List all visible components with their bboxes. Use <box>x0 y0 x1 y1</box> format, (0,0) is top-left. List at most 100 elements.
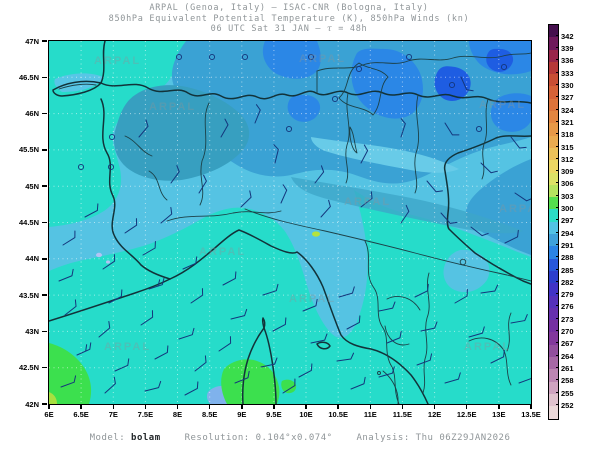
colorbar-tick-label: 270 <box>556 327 574 336</box>
wind-barb <box>454 288 468 304</box>
wind-barb <box>182 256 198 270</box>
lon-tick-label: 7E <box>108 409 118 419</box>
lon-tick-mark <box>241 404 243 409</box>
colorbar-tick-label: 255 <box>556 389 574 398</box>
lat-tick-mark <box>42 76 47 78</box>
wind-barb <box>272 317 287 332</box>
colorbar-segment <box>549 295 558 308</box>
wind-barb <box>400 204 410 224</box>
colorbar-tick-label: 330 <box>556 81 574 90</box>
colorbar-tick-label: 297 <box>556 216 574 225</box>
wind-barb <box>114 358 130 372</box>
colorbar-tick-label: 261 <box>556 364 574 373</box>
wind-barb <box>254 104 261 124</box>
calm-wind-circle <box>405 53 413 61</box>
footer-info: Model: bolam Resolution: 0.104°x0.074° A… <box>0 433 600 443</box>
model-name: bolam <box>131 433 161 443</box>
colorbar-tick-label: 321 <box>556 118 574 127</box>
colorbar-tick-label: 315 <box>556 143 574 152</box>
colorbar-tick-label: 318 <box>556 130 574 139</box>
wind-barb <box>98 321 111 338</box>
lon-tick-mark <box>401 404 404 409</box>
lat-tick-mark <box>42 185 47 187</box>
colorbar-segment <box>549 98 558 112</box>
lon-tick-mark <box>208 404 211 409</box>
wind-barb <box>194 355 207 372</box>
wind-barb <box>480 284 499 294</box>
wind-barb <box>302 298 318 312</box>
lon-tick-mark <box>498 404 500 409</box>
colorbar-segment <box>549 209 558 222</box>
colorbar-segment <box>549 283 558 296</box>
calm-wind-circle <box>241 53 249 61</box>
wind-barb <box>386 330 402 344</box>
wind-barb <box>240 190 252 208</box>
calm-wind-circle <box>77 163 85 171</box>
wind-barb <box>420 321 438 332</box>
map-canvas: ARPAL ARPAL ARPAL ARPAL ARPAL ARPAL ARPAL ARPAL… <box>49 41 531 404</box>
calm-wind-circle <box>475 125 483 133</box>
colorbar-segment <box>549 49 558 62</box>
colorbar-tick-label: 324 <box>556 106 574 115</box>
colorbar-tick-label: 309 <box>556 167 574 176</box>
wind-barb <box>490 349 505 364</box>
wind-barbs <box>58 53 531 396</box>
colorbar-segment <box>549 135 558 148</box>
lat-tick-mark <box>42 258 47 260</box>
arpal-watermark: ARPAL <box>104 341 151 353</box>
arpal-watermark: ARPAL <box>464 341 511 353</box>
graticule <box>49 41 531 404</box>
wind-barb <box>222 271 237 286</box>
lat-tick-mark <box>42 221 47 224</box>
lon-tick-label: 10.5E <box>328 409 348 419</box>
wind-barb <box>262 283 279 296</box>
colorbar-tick-label: 273 <box>556 315 574 324</box>
model-group: Model: bolam <box>89 433 161 443</box>
arpal-watermark: ARPAL <box>149 101 196 113</box>
lat-tick-label: 43.5N <box>18 290 39 300</box>
lon-tick-mark <box>144 404 147 409</box>
wind-barb <box>338 286 355 298</box>
wind-barb <box>518 371 531 384</box>
wind-barb <box>414 283 429 298</box>
colorbar-segment <box>549 37 558 50</box>
wind-barb <box>360 144 369 164</box>
wind-barb <box>84 203 99 218</box>
arpal-watermark: ARPAL <box>499 203 531 215</box>
wind-barb <box>282 378 296 394</box>
lon-tick-label: 12E <box>427 409 442 419</box>
wind-barb <box>416 353 433 366</box>
wind-barb <box>480 162 498 174</box>
lat-tick-label: 45N <box>25 181 39 191</box>
longitude-axis: 6E 6.5E 7E 7.5E 8E 8.5E 9E 9.5E 10E 10.5E 11E 11.5E… <box>44 404 541 423</box>
calm-wind-circle <box>307 53 315 61</box>
calm-wind-circle <box>107 163 115 171</box>
wind-barb <box>336 352 355 362</box>
lon-tick-mark <box>433 404 436 409</box>
colorbar-segment <box>549 234 558 247</box>
lon-tick-mark <box>337 404 339 409</box>
latitude-axis: 47N 46.5N 46N 45.5N 45N 44.5N 44N 43.5N 43N 42.5N… <box>0 37 47 409</box>
title-line-validtime: 06 UTC Sat 31 JAN – τ = 48h <box>210 24 368 35</box>
colorbar-segment <box>549 25 558 38</box>
wind-barb <box>440 212 458 224</box>
wind-barb <box>314 165 325 184</box>
wind-barb <box>444 122 460 136</box>
wind-barb <box>444 372 461 384</box>
colorbar-segment <box>549 332 558 345</box>
lon-tick-mark <box>305 404 307 409</box>
wind-barb <box>230 308 248 320</box>
colorbar-tick-label: 258 <box>556 376 574 385</box>
analysis-group: Analysis: Thu 06Z29JAN2026 <box>356 433 511 443</box>
calm-wind-circle <box>500 63 508 71</box>
watermarks: ARPAL ARPAL ARPAL ARPAL ARPAL ARPAL ARPAL ARPAL… <box>94 53 531 353</box>
lon-tick-label: 9E <box>237 409 247 419</box>
lat-tick-mark <box>42 149 47 151</box>
wind-barb <box>346 315 361 330</box>
wind-barb <box>273 144 279 164</box>
lon-tick-label: 8.5E <box>201 409 218 419</box>
colorbar-tick-label: 276 <box>556 302 574 311</box>
colorbar-tick-label: 264 <box>556 352 574 361</box>
lon-tick-label: 10E <box>299 409 313 419</box>
colorbar-segment <box>549 172 558 185</box>
